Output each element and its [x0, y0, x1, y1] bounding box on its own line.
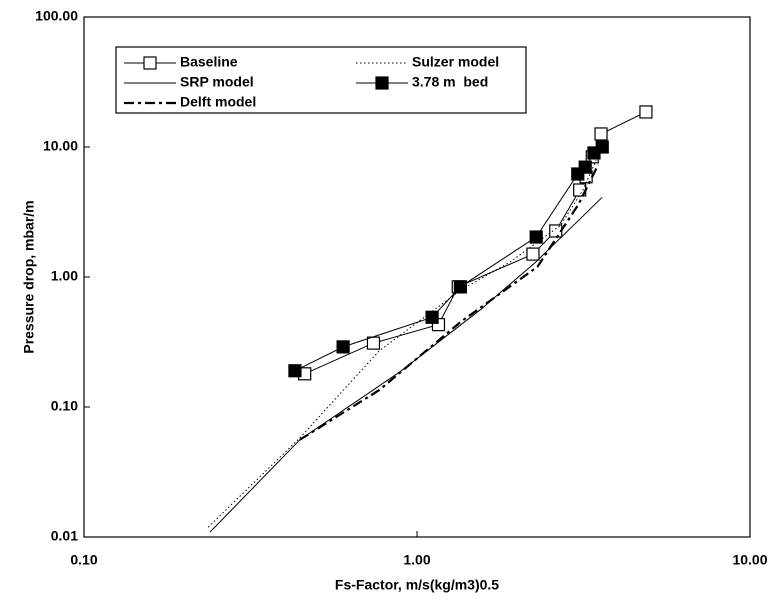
series-line — [294, 146, 603, 372]
y-tick-label: 0.01 — [51, 528, 78, 544]
y-tick-label: 0.10 — [51, 398, 78, 414]
y-tick-label: 10.00 — [43, 138, 78, 154]
legend-item: Delft model — [124, 94, 256, 110]
marker — [595, 140, 609, 154]
y-tick-label: 1.00 — [51, 268, 78, 284]
series-line — [209, 196, 603, 533]
x-axis-label: Fs-Factor, m/s(kg/m3)0.5 — [335, 577, 499, 593]
marker — [578, 160, 592, 174]
marker — [594, 127, 608, 141]
marker — [453, 280, 468, 294]
marker — [336, 340, 350, 354]
legend-label: Sulzer model — [412, 54, 499, 70]
marker — [143, 56, 157, 70]
legend-item: Sulzer model — [356, 54, 499, 70]
series-line — [299, 164, 600, 441]
y-axis-label: Pressure drop, mbar/m — [21, 200, 37, 353]
series-line — [207, 160, 597, 528]
x-tick-label: 1.00 — [403, 552, 430, 568]
marker — [526, 247, 540, 261]
legend-label: SRP model — [180, 74, 254, 90]
legend: Baseline Sulzer model SRP model 3.78 m bed D… — [115, 46, 527, 114]
marker — [366, 336, 381, 350]
y-tick-label: 100.00 — [35, 8, 78, 24]
marker — [375, 76, 389, 90]
legend-item: SRP model — [124, 74, 254, 90]
legend-label: Baseline — [180, 54, 238, 70]
marker — [425, 310, 439, 324]
marker — [529, 230, 543, 244]
x-tick-label: 10.00 — [732, 552, 767, 568]
legend-item: 3.78 m bed — [356, 74, 488, 90]
marker — [288, 364, 302, 378]
legend-label: Delft model — [180, 94, 256, 110]
legend-item: Baseline — [124, 54, 238, 70]
legend-label: 3.78 m bed — [412, 74, 488, 90]
legend-box — [115, 46, 527, 114]
marker — [639, 105, 653, 119]
x-tick-label: 0.10 — [70, 552, 97, 568]
